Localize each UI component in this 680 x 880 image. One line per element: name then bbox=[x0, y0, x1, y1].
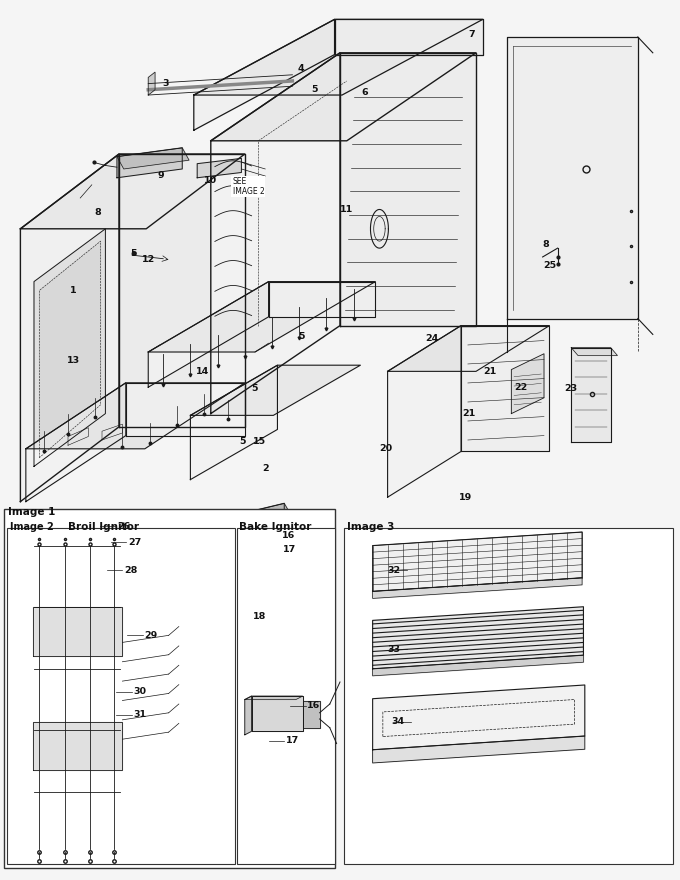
Polygon shape bbox=[33, 607, 122, 656]
Polygon shape bbox=[39, 241, 101, 458]
Text: Bake Ignitor: Bake Ignitor bbox=[239, 523, 311, 532]
Text: 15: 15 bbox=[253, 437, 267, 446]
Text: 16: 16 bbox=[307, 701, 320, 710]
Polygon shape bbox=[117, 148, 182, 178]
Text: 11: 11 bbox=[340, 205, 354, 214]
Text: SEE
IMAGE 2: SEE IMAGE 2 bbox=[233, 177, 265, 196]
Text: Image 3: Image 3 bbox=[347, 523, 394, 532]
Polygon shape bbox=[373, 607, 583, 669]
Text: 17: 17 bbox=[283, 546, 296, 554]
Polygon shape bbox=[511, 354, 544, 414]
Bar bbox=[344, 528, 673, 864]
Text: 14: 14 bbox=[196, 367, 209, 376]
Text: 5: 5 bbox=[299, 332, 305, 341]
Polygon shape bbox=[373, 532, 582, 591]
Text: 13: 13 bbox=[67, 356, 80, 365]
Text: 17: 17 bbox=[286, 737, 299, 745]
Text: Broil Ignitor: Broil Ignitor bbox=[68, 523, 139, 532]
Text: 16: 16 bbox=[282, 531, 295, 539]
Text: 32: 32 bbox=[388, 566, 401, 575]
Text: 21: 21 bbox=[483, 367, 496, 376]
Polygon shape bbox=[373, 736, 585, 763]
Text: 9: 9 bbox=[158, 172, 165, 180]
Text: 30: 30 bbox=[133, 687, 146, 696]
Polygon shape bbox=[571, 348, 617, 356]
Polygon shape bbox=[190, 365, 277, 480]
Polygon shape bbox=[303, 701, 320, 728]
Text: 28: 28 bbox=[124, 566, 137, 575]
Polygon shape bbox=[34, 229, 105, 466]
Text: 24: 24 bbox=[425, 334, 439, 343]
Text: 18: 18 bbox=[253, 612, 267, 621]
Polygon shape bbox=[373, 578, 582, 598]
Polygon shape bbox=[211, 53, 476, 141]
Text: 23: 23 bbox=[564, 385, 578, 393]
Text: 33: 33 bbox=[388, 645, 401, 654]
Text: 6: 6 bbox=[362, 88, 369, 97]
Text: 25: 25 bbox=[543, 261, 556, 270]
Polygon shape bbox=[148, 72, 155, 95]
Polygon shape bbox=[117, 148, 189, 169]
Polygon shape bbox=[194, 19, 335, 130]
Polygon shape bbox=[26, 383, 245, 449]
Polygon shape bbox=[255, 503, 284, 524]
Polygon shape bbox=[33, 722, 122, 770]
Polygon shape bbox=[245, 696, 303, 700]
Text: 19: 19 bbox=[459, 493, 473, 502]
Polygon shape bbox=[373, 685, 585, 750]
Text: 8: 8 bbox=[542, 240, 549, 249]
Text: Image 1: Image 1 bbox=[8, 508, 56, 517]
Polygon shape bbox=[373, 655, 583, 676]
Text: 27: 27 bbox=[128, 538, 141, 546]
Polygon shape bbox=[255, 503, 288, 517]
Polygon shape bbox=[269, 282, 375, 317]
Polygon shape bbox=[388, 326, 461, 497]
Text: 10: 10 bbox=[204, 176, 218, 185]
Polygon shape bbox=[335, 19, 483, 55]
Text: 5: 5 bbox=[239, 437, 245, 446]
Text: 12: 12 bbox=[141, 255, 155, 264]
Polygon shape bbox=[190, 365, 360, 415]
Polygon shape bbox=[461, 326, 549, 451]
Text: 5: 5 bbox=[251, 385, 258, 393]
Polygon shape bbox=[252, 696, 303, 731]
Text: 22: 22 bbox=[514, 383, 528, 392]
Polygon shape bbox=[20, 154, 119, 502]
Text: 34: 34 bbox=[392, 717, 405, 726]
Polygon shape bbox=[197, 158, 241, 178]
Text: 26: 26 bbox=[117, 522, 130, 531]
Polygon shape bbox=[340, 53, 476, 326]
Polygon shape bbox=[194, 19, 483, 95]
Polygon shape bbox=[119, 154, 245, 427]
Text: 31: 31 bbox=[133, 710, 146, 719]
Text: 5: 5 bbox=[311, 85, 318, 94]
Bar bbox=[7, 528, 235, 864]
Text: 7: 7 bbox=[468, 30, 475, 39]
Text: Image 2: Image 2 bbox=[10, 523, 53, 532]
Bar bbox=[4, 509, 335, 868]
Text: 8: 8 bbox=[95, 209, 101, 217]
Polygon shape bbox=[507, 37, 638, 319]
Polygon shape bbox=[148, 282, 269, 387]
Polygon shape bbox=[148, 282, 375, 352]
Text: 5: 5 bbox=[130, 249, 137, 258]
Polygon shape bbox=[388, 326, 549, 371]
Text: 29: 29 bbox=[144, 631, 157, 640]
Polygon shape bbox=[26, 383, 126, 502]
Text: 3: 3 bbox=[162, 79, 169, 88]
Text: 20: 20 bbox=[379, 444, 393, 453]
Bar bbox=[237, 528, 335, 864]
Polygon shape bbox=[571, 348, 611, 442]
Text: 1: 1 bbox=[70, 286, 77, 295]
Polygon shape bbox=[20, 154, 245, 229]
Text: 21: 21 bbox=[462, 409, 476, 418]
Polygon shape bbox=[126, 383, 245, 436]
Polygon shape bbox=[211, 53, 340, 414]
Polygon shape bbox=[245, 696, 252, 735]
Text: 4: 4 bbox=[298, 64, 305, 73]
Text: 2: 2 bbox=[262, 464, 269, 473]
